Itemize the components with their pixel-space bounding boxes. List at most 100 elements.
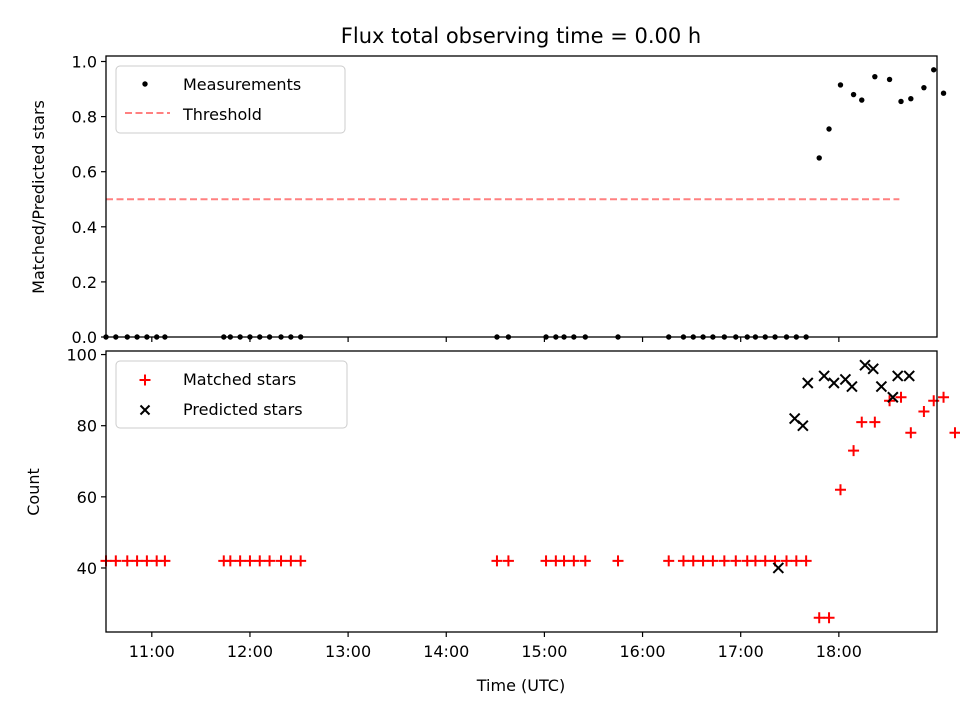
measurement-point [816, 155, 822, 161]
bottom-xtick-label: 15:00 [521, 642, 567, 661]
top-axes-frame [105, 55, 938, 338]
matched-star-point [759, 555, 771, 567]
matched-star-point [938, 391, 950, 403]
matched-star-point [856, 416, 868, 428]
top-ytick-label: 0.0 [72, 328, 97, 347]
predicted-star-point [892, 370, 904, 382]
matched-star-point [568, 555, 580, 567]
predicted-star-point [797, 419, 809, 432]
measurement-point [908, 96, 914, 102]
matched-star-point [823, 612, 835, 624]
measurement-point [826, 126, 832, 132]
matched-star-point [558, 555, 570, 567]
matched-star-point [677, 555, 689, 567]
top-ytick-label: 0.6 [72, 163, 97, 182]
matched-star-point [781, 555, 793, 567]
bottom-data-layer [100, 359, 960, 624]
predicted-star-point [875, 380, 888, 393]
bottom-xtick-label: 17:00 [718, 642, 764, 661]
matched-star-point [869, 416, 881, 428]
measurement-point [921, 84, 927, 91]
matched-star-point [730, 555, 742, 567]
matched-star-point [234, 555, 246, 567]
legend-matched-label: Matched stars [183, 370, 296, 389]
matched-star-point [687, 555, 699, 567]
matched-star-point [502, 555, 514, 567]
bottom-xtick-label: 12:00 [227, 642, 273, 661]
predicted-star-point [859, 359, 871, 371]
bottom-xtick-label: 18:00 [816, 642, 862, 661]
top-legend-box [115, 65, 346, 134]
legend-measurements-label: Measurements [183, 75, 301, 94]
predicted-star-point [887, 391, 899, 403]
matched-star-point [895, 391, 907, 403]
bottom-ytick-label: 40 [77, 559, 97, 578]
matched-star-point [749, 555, 761, 567]
measurement-point [886, 76, 893, 83]
matched-star-point [790, 555, 802, 567]
matched-star-point [110, 555, 122, 567]
measurement-point [850, 91, 857, 98]
matched-star-point [159, 555, 171, 567]
matched-star-point [491, 555, 503, 567]
matched-star-point [905, 427, 917, 439]
legend-matched-marker [139, 374, 151, 386]
top-y-axis-label: Matched/Predicted stars [29, 100, 48, 294]
measurement-point [837, 82, 844, 88]
top-legend: Measurements Threshold [115, 65, 346, 134]
bottom-ytick-label: 60 [77, 488, 97, 507]
bottom-xtick-label: 14:00 [423, 642, 469, 661]
matched-star-point [834, 484, 846, 496]
bottom-xtick-label: 16:00 [619, 642, 665, 661]
bottom-y-ticks: 40 60 80 100 [66, 346, 106, 578]
predicted-star-point [846, 380, 858, 393]
matched-star-point [121, 555, 133, 567]
bottom-x-ticks: 11:00 12:00 13:00 14:00 15:00 16:00 17:00 18:00 [129, 632, 862, 661]
matched-star-point [131, 555, 143, 567]
predicted-star-point [903, 370, 915, 382]
measurement-point [898, 98, 904, 105]
bottom-xtick-label: 13:00 [325, 642, 371, 661]
matched-star-point [918, 405, 930, 417]
top-ytick-label: 0.2 [72, 273, 97, 292]
figure-title: Flux total observing time = 0.00 h [341, 24, 701, 48]
bottom-y-axis-label: Count [24, 468, 43, 516]
matched-star-point [579, 555, 591, 567]
bottom-ytick-label: 100 [66, 346, 97, 365]
matched-star-point [813, 612, 825, 624]
matched-star-point [949, 427, 960, 439]
top-y-ticks: 0.0 0.2 0.4 0.6 0.8 1.0 [72, 53, 106, 347]
bottom-x-axis-label: Time (UTC) [476, 676, 565, 695]
bottom-ytick-label: 80 [77, 417, 97, 436]
matched-star-point [718, 555, 730, 567]
top-ytick-label: 1.0 [72, 53, 97, 72]
predicted-star-point [818, 370, 830, 382]
matched-star-point [141, 555, 153, 567]
measurement-point [859, 97, 865, 103]
measurement-point [931, 67, 937, 73]
matched-star-point [707, 555, 719, 567]
bottom-axes-frame [105, 350, 938, 633]
legend-predicted-marker [139, 404, 151, 416]
top-data-layer [103, 67, 947, 340]
matched-star-point [612, 555, 624, 567]
top-ytick-label: 0.4 [72, 218, 97, 237]
matched-star-point [264, 555, 276, 567]
measurement-point [940, 90, 947, 96]
predicted-star-point [772, 562, 785, 574]
matched-star-point [254, 555, 266, 567]
measurement-point [872, 73, 878, 80]
bottom-xtick-label: 11:00 [129, 642, 175, 661]
matched-star-point [275, 555, 287, 567]
bottom-legend-box [115, 360, 348, 429]
matched-star-point [244, 555, 256, 567]
matched-star-point [663, 555, 675, 567]
top-x-ticks [151, 337, 840, 342]
matched-star-point [224, 555, 236, 567]
legend-threshold-label: Threshold [182, 105, 262, 124]
predicted-star-point [802, 377, 814, 389]
matched-star-point [697, 555, 709, 567]
legend-measurements-marker [142, 81, 148, 87]
matched-star-point [848, 445, 860, 457]
